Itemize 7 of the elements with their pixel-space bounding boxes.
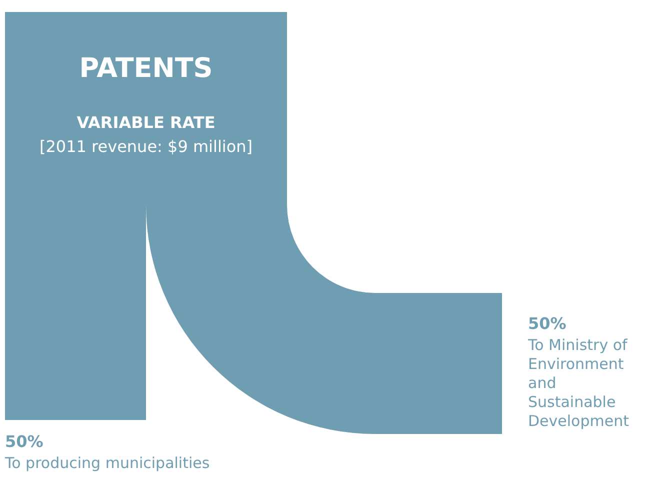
text: VARIABLE RATE xyxy=(76,113,216,132)
text: [2011 revenue: $9 million] xyxy=(39,137,253,156)
category-label: To Ministry of Environment and Sustainable Development xyxy=(527,336,630,430)
data-label: 50% xyxy=(528,314,566,333)
text: PATENTS xyxy=(79,53,213,84)
category-label: To producing municipalities xyxy=(4,454,210,472)
data-label: 50% xyxy=(5,432,44,451)
